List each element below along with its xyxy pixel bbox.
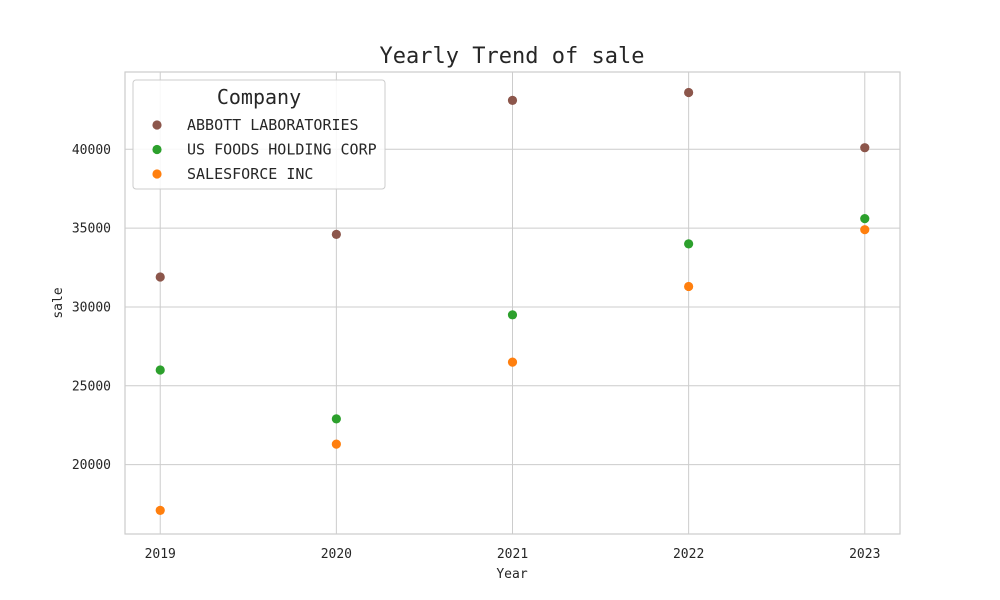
y-axis-label: sale <box>51 287 66 318</box>
data-point <box>684 239 694 249</box>
legend-marker <box>152 144 162 155</box>
series-salesforce-inc <box>155 225 870 515</box>
legend-title: Company <box>217 85 301 109</box>
data-point <box>331 414 341 424</box>
series-us-foods-holding-corp <box>155 214 870 424</box>
data-point <box>684 281 694 292</box>
x-tick-label: 2021 <box>497 547 528 562</box>
data-point <box>860 143 870 153</box>
data-point <box>155 365 165 375</box>
legend-marker <box>152 169 162 179</box>
data-point <box>155 505 165 515</box>
x-tick-label: 2020 <box>321 547 352 562</box>
legend: Company ABBOTT LABORATORIES US FOODS HOLD… <box>132 79 386 190</box>
x-tick-label: 2022 <box>673 547 704 562</box>
x-tick-label: 2019 <box>145 547 176 562</box>
chart-title: Yearly Trend of sale <box>380 44 645 69</box>
data-point <box>331 439 341 449</box>
y-tick-label: 25000 <box>72 379 111 394</box>
legend-entries: ABBOTT LABORATORIES US FOODS HOLDING CORP… <box>152 116 377 183</box>
data-point <box>507 310 518 320</box>
legend-marker <box>152 120 162 130</box>
plot-area-frame <box>124 71 901 535</box>
x-axis-ticks: 2019 2020 2021 2022 2023 <box>145 547 881 562</box>
data-point <box>860 214 870 224</box>
data-point <box>507 95 518 105</box>
y-tick-label: 20000 <box>72 458 111 473</box>
y-axis-ticks: 20000 25000 30000 35000 40000 <box>72 143 111 473</box>
x-axis-label: Year <box>496 567 527 582</box>
data-point <box>155 272 165 282</box>
legend-label: ABBOTT LABORATORIES <box>187 116 359 134</box>
y-tick-label: 30000 <box>72 300 111 315</box>
data-point <box>684 87 694 98</box>
data-point <box>331 229 341 240</box>
legend-label: US FOODS HOLDING CORP <box>187 141 377 159</box>
y-tick-label: 35000 <box>72 222 111 237</box>
legend-label: SALESFORCE INC <box>187 165 313 183</box>
data-point <box>507 357 518 367</box>
data-point <box>860 225 870 235</box>
y-tick-label: 40000 <box>72 143 111 158</box>
series-abbott-laboratories <box>155 87 870 282</box>
legend-box <box>132 79 386 190</box>
x-tick-label: 2023 <box>849 547 880 562</box>
data-points <box>155 87 870 515</box>
